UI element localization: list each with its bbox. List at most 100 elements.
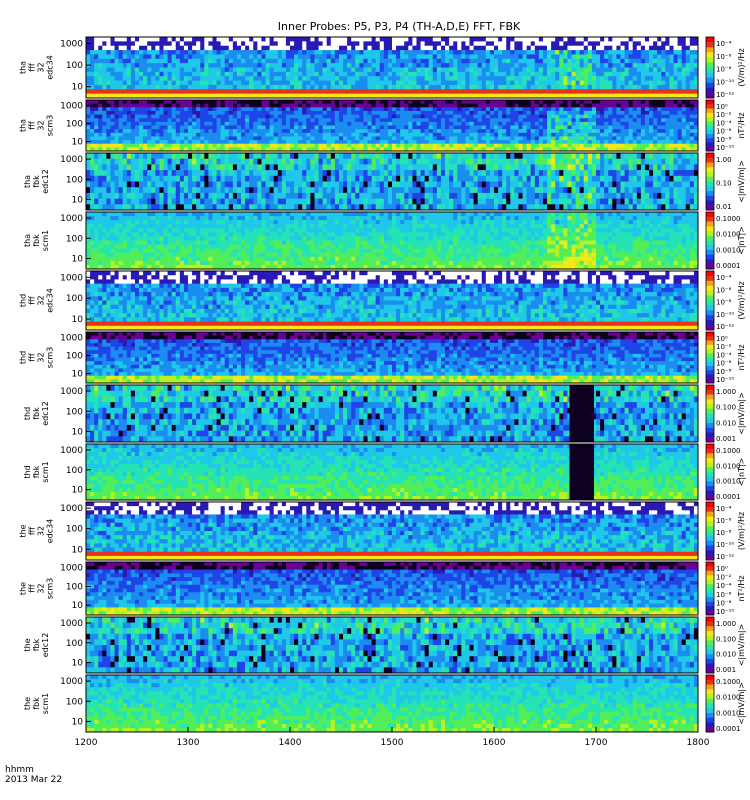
heatmap-cell (477, 71, 483, 77)
heatmap-cell (330, 198, 336, 205)
heatmap-cell (302, 50, 307, 55)
heatmap-cell (632, 110, 638, 116)
heatmap-cell (192, 175, 197, 182)
heatmap-cell (212, 158, 218, 165)
heatmap-cell (481, 84, 487, 90)
heatmap-cell (579, 63, 585, 68)
heatmap-cell (241, 121, 246, 126)
heatmap-cell (334, 170, 340, 177)
heatmap-cell (461, 45, 466, 51)
heatmap-cell (204, 54, 209, 60)
heatmap-cell (114, 153, 120, 160)
heatmap-cell (600, 54, 605, 60)
heatmap-cell (571, 45, 577, 51)
heatmap-cell (151, 76, 156, 82)
heatmap-cell (563, 140, 568, 145)
heatmap-cell (628, 50, 634, 55)
heatmap-cell (359, 71, 364, 77)
heatmap-cell (322, 198, 328, 205)
heatmap-cell (628, 140, 634, 145)
heatmap-cell (542, 45, 548, 51)
heatmap-cell (559, 136, 564, 141)
heatmap-cell (208, 153, 213, 160)
heatmap-cell (179, 107, 185, 112)
heatmap-cell (628, 129, 634, 134)
heatmap-cell (167, 100, 173, 105)
heatmap-cell (334, 45, 340, 51)
heatmap-cell (212, 45, 218, 51)
heatmap-cell (306, 100, 311, 105)
heatmap-cell (355, 100, 360, 105)
heatmap-cell (579, 129, 585, 134)
heatmap-cell (587, 58, 593, 64)
heatmap-cell (261, 100, 267, 105)
heatmap-cell (587, 107, 593, 112)
heatmap-cell (600, 103, 605, 108)
heatmap-cell (245, 110, 250, 116)
heatmap-cell (396, 45, 401, 51)
heatmap-cell (102, 147, 107, 152)
heatmap-cell (192, 76, 197, 82)
heatmap-cell (318, 110, 324, 116)
heatmap-cell (359, 164, 364, 171)
heatmap-cell (469, 80, 475, 86)
heatmap-cell (351, 147, 356, 152)
heatmap-cell (551, 93, 556, 99)
heatmap-cell (640, 45, 646, 51)
heatmap-cell (163, 129, 169, 134)
heatmap-cell (485, 41, 491, 47)
heatmap-cell (542, 50, 548, 55)
heatmap-cell (196, 37, 201, 42)
heatmap-cell (351, 118, 356, 123)
heatmap-cell (192, 89, 197, 95)
heatmap-cell (220, 192, 226, 200)
heatmap-cell (383, 147, 389, 152)
heatmap-cell (196, 198, 201, 205)
colorbar-tick-label: 10⁻⁴ (716, 40, 732, 48)
heatmap-cell (481, 103, 487, 108)
heatmap-cell (228, 187, 234, 194)
heatmap-cell (236, 110, 242, 116)
heatmap-cell (689, 143, 695, 148)
heatmap-cell (334, 84, 340, 90)
heatmap-cell (469, 54, 475, 60)
heatmap-cell (628, 103, 634, 108)
heatmap-cell (428, 37, 434, 42)
heatmap-cell (461, 100, 466, 105)
heatmap-cell (204, 93, 209, 99)
heatmap-cell (653, 84, 658, 90)
heatmap-cell (343, 121, 348, 126)
heatmap-cell (102, 80, 107, 86)
heatmap-cell (632, 50, 638, 55)
heatmap-cell (591, 129, 597, 134)
heatmap-cell (200, 89, 205, 95)
heatmap-cell (416, 103, 422, 108)
colorbar-tick-label: 10⁰ (716, 103, 728, 111)
heatmap-cell (538, 54, 544, 60)
heatmap-cell (175, 175, 181, 182)
heatmap-cell (90, 125, 95, 130)
heatmap-cell (469, 41, 475, 47)
heatmap-cell (359, 103, 364, 108)
heatmap-cell (298, 118, 303, 123)
heatmap-cell (563, 50, 568, 55)
heatmap-cell (290, 93, 295, 99)
heatmap-cell (510, 147, 515, 152)
heatmap-cell (559, 67, 564, 73)
heatmap-cell (200, 153, 205, 160)
heatmap-cell (322, 89, 328, 95)
heatmap-cell (420, 140, 426, 145)
heatmap-cell (681, 71, 687, 77)
heatmap-cell (506, 41, 511, 47)
heatmap-cell (245, 84, 250, 90)
heatmap-cell (139, 71, 144, 77)
heatmap-cell (122, 103, 128, 108)
heatmap-cell (502, 121, 507, 126)
heatmap-cell (212, 204, 218, 211)
heatmap-cell (616, 93, 621, 99)
heatmap-cell (306, 118, 311, 123)
heatmap-cell (179, 147, 185, 152)
heatmap-cell (502, 76, 507, 82)
heatmap-cell (518, 84, 524, 90)
heatmap-cell (477, 129, 483, 134)
